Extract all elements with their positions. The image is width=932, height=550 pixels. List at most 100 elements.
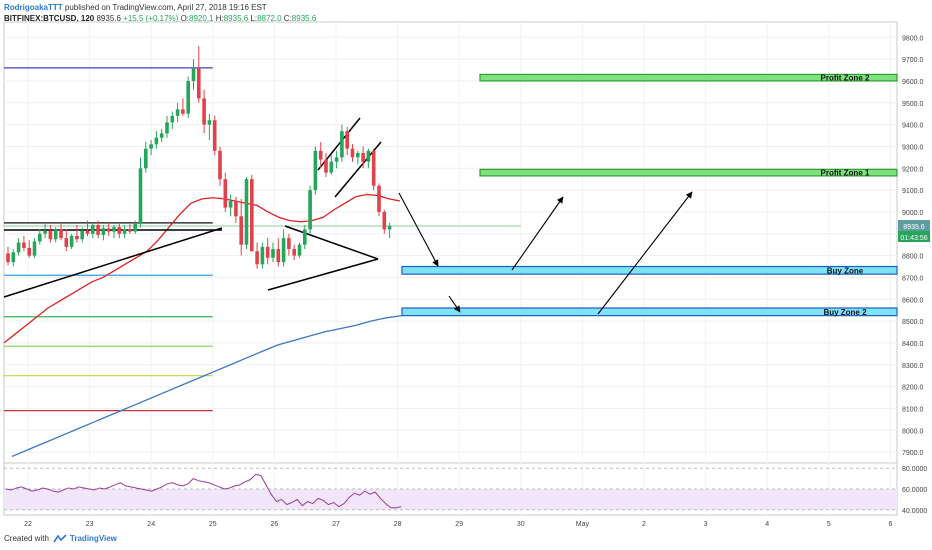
- candle-body: [276, 249, 281, 263]
- candle-body: [122, 229, 127, 234]
- candle-body: [287, 238, 291, 250]
- candle-body: [202, 98, 206, 125]
- candle-body: [27, 247, 31, 256]
- candle-body: [96, 225, 100, 235]
- price-tick-label: 9000.0: [902, 210, 924, 217]
- candle-body: [382, 211, 387, 230]
- time-tick-label: 4: [765, 521, 769, 528]
- candle-body: [43, 230, 47, 234]
- candle-body: [292, 249, 296, 256]
- price-tick-label: 9500.0: [902, 101, 924, 108]
- price-tick-label: 8600.0: [902, 297, 924, 304]
- time-tick-label: 26: [271, 521, 279, 528]
- tradingview-icon: [53, 534, 67, 543]
- candle-body: [345, 131, 349, 149]
- open-value: 8920.1: [189, 14, 214, 23]
- candle-body: [80, 230, 84, 240]
- candle-body: [64, 238, 69, 247]
- price-chart[interactable]: 9800.0 9700.0 9600.0 9500.0 9400.0 9300.0 9200…: [0, 0, 932, 534]
- candle-body: [366, 150, 371, 162]
- profit-zone-2-box: [479, 73, 898, 82]
- rsi-band: [4, 489, 897, 510]
- countdown-tag-text: 01:43:56: [900, 235, 927, 242]
- candle-body: [356, 152, 360, 158]
- publish-line: RodrigoakaTTT published on TradingView.c…: [4, 2, 904, 13]
- profit-zone-2-label: Profit Zone 2: [821, 74, 870, 83]
- candle-body: [313, 150, 318, 191]
- candle-body: [6, 253, 10, 263]
- close-value: 8935.6: [291, 14, 317, 23]
- candle-body: [117, 227, 122, 234]
- candle-body: [377, 185, 381, 212]
- price-tick-label: 9800.0: [902, 35, 924, 42]
- candle-body: [159, 133, 164, 138]
- tradingview-logo[interactable]: TradingView: [53, 534, 117, 543]
- candle-body: [260, 246, 265, 265]
- candle-body: [361, 152, 365, 162]
- candle-body: [138, 168, 143, 224]
- candle-body: [371, 150, 376, 186]
- candle-body: [297, 244, 302, 256]
- last-price-tag: [898, 219, 930, 231]
- candle-body: [170, 115, 175, 123]
- ohlc-line: BITFINEX:BTCUSD, 120 8935.6 +15.5 (+0.17…: [4, 13, 904, 24]
- candle-body: [101, 228, 106, 235]
- rsi-line: [5, 473, 402, 509]
- price-change: +15.5 (+0.17%): [123, 14, 179, 23]
- price-tick-label: 8200.0: [902, 385, 924, 392]
- low-label: L:: [250, 14, 258, 23]
- candle-body: [350, 148, 355, 158]
- time-tick-label: 29: [455, 521, 463, 528]
- candle-body: [144, 148, 148, 169]
- candle-body: [318, 150, 323, 160]
- candle-body: [207, 120, 212, 125]
- candle-body: [265, 246, 270, 258]
- buy-zone-label: Buy Zone: [827, 266, 864, 275]
- time-tick-label: 2: [642, 521, 646, 528]
- candle-body: [228, 201, 233, 208]
- candle-body: [48, 230, 53, 240]
- candle-body: [59, 229, 63, 239]
- author-name[interactable]: RodrigoakaTTT: [4, 3, 63, 12]
- candle-body: [69, 235, 74, 247]
- time-tick-label: 3: [704, 521, 708, 528]
- candle-body: [244, 179, 249, 245]
- rsi-tick-label: 80.0000: [902, 466, 927, 473]
- profit-zone-1-label: Profit Zone 1: [821, 169, 870, 178]
- ascending-trendline: [3, 227, 223, 298]
- candle-body: [191, 67, 196, 81]
- price-tick-label: 9300.0: [902, 144, 924, 151]
- price-tick-label: 8300.0: [902, 363, 924, 370]
- time-tick-label: May: [576, 521, 590, 528]
- buy-zone-box: [401, 265, 898, 275]
- candle-body: [271, 249, 275, 258]
- price-tick-label: 8700.0: [902, 275, 924, 282]
- footer: Created with TradingView: [4, 534, 117, 543]
- price-tick-label: 9200.0: [902, 166, 924, 173]
- price-tick-label: 8100.0: [902, 406, 924, 413]
- created-with-text: Created with: [4, 534, 49, 543]
- candle-body: [250, 179, 254, 252]
- ema-blue-line: [11, 314, 403, 458]
- symbol-label: BITFINEX:BTCUSD, 120: [4, 14, 95, 23]
- candle-body: [53, 229, 58, 240]
- candle-body: [324, 159, 328, 173]
- candle-body: [75, 235, 79, 240]
- chart-header: RodrigoakaTTT published on TradingView.c…: [4, 2, 904, 24]
- buy-zone-2-label: Buy Zone 2: [823, 308, 867, 317]
- time-tick-label: 23: [86, 521, 94, 528]
- candle-body: [11, 252, 16, 263]
- candle-body: [255, 251, 259, 265]
- candle-body: [329, 161, 334, 173]
- countdown-tag: [898, 230, 930, 242]
- price-tick-label: 9600.0: [902, 79, 924, 86]
- time-tick-label: 25: [209, 521, 217, 528]
- tradingview-brand: TradingView: [69, 534, 117, 543]
- price-tick-label: 9700.0: [902, 57, 924, 64]
- candle-body: [308, 190, 312, 230]
- arrow-down-to-buy-zone: [398, 192, 439, 267]
- rsi-tick-label: 40.0000: [902, 508, 927, 515]
- candle-body: [128, 229, 132, 232]
- rsi-tick-label: 60.0000: [902, 487, 927, 494]
- candle-body: [22, 242, 26, 248]
